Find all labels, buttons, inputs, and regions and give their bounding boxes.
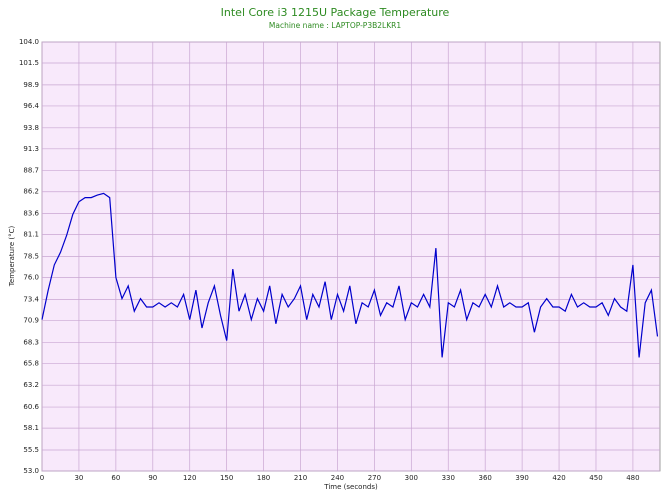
y-tick-label: 68.3 (23, 338, 39, 346)
x-tick-label: 450 (589, 474, 602, 482)
x-tick-label: 120 (183, 474, 196, 482)
x-tick-label: 0 (40, 474, 44, 482)
x-tick-label: 360 (478, 474, 491, 482)
y-tick-label: 53.0 (23, 467, 39, 475)
x-axis-label: Time (seconds) (323, 483, 378, 491)
y-tick-label: 101.5 (19, 59, 39, 67)
y-tick-label: 78.5 (23, 253, 39, 261)
y-tick-label: 98.9 (23, 81, 39, 89)
x-tick-label: 150 (220, 474, 233, 482)
x-tick-label: 210 (294, 474, 307, 482)
x-tick-label: 90 (148, 474, 157, 482)
y-tick-label: 83.6 (23, 210, 39, 218)
y-tick-label: 70.9 (23, 316, 39, 324)
x-tick-label: 420 (552, 474, 565, 482)
y-tick-label: 65.8 (23, 359, 39, 367)
y-tick-label: 96.4 (23, 102, 39, 110)
y-tick-label: 86.2 (23, 188, 39, 196)
x-tick-label: 30 (74, 474, 83, 482)
y-tick-label: 55.5 (23, 446, 39, 454)
x-tick-label: 480 (626, 474, 639, 482)
x-tick-label: 240 (331, 474, 344, 482)
y-tick-label: 73.4 (23, 295, 39, 303)
x-tick-label: 60 (111, 474, 120, 482)
chart-subtitle: Machine name : LAPTOP-P3B2LKR1 (269, 21, 401, 30)
chart-title: Intel Core i3 1215U Package Temperature (221, 6, 450, 19)
x-tick-label: 180 (257, 474, 270, 482)
y-tick-label: 76.0 (23, 274, 39, 282)
data-line (41, 192, 659, 358)
x-tick-label: 270 (368, 474, 381, 482)
y-tick-label: 81.1 (23, 231, 39, 239)
y-tick-label: 93.8 (23, 124, 39, 132)
y-tick-label: 88.7 (23, 167, 39, 175)
y-tick-label: 58.1 (23, 424, 39, 432)
y-tick-label: 63.2 (23, 381, 39, 389)
x-tick-label: 300 (405, 474, 418, 482)
y-tick-label: 60.6 (23, 403, 39, 411)
x-tick-label: 330 (442, 474, 455, 482)
y-tick-label: 104.0 (19, 38, 39, 46)
x-tick-label: 390 (515, 474, 528, 482)
y-tick-label: 91.3 (23, 145, 39, 153)
y-axis-label: Temperature (°C) (8, 226, 16, 288)
